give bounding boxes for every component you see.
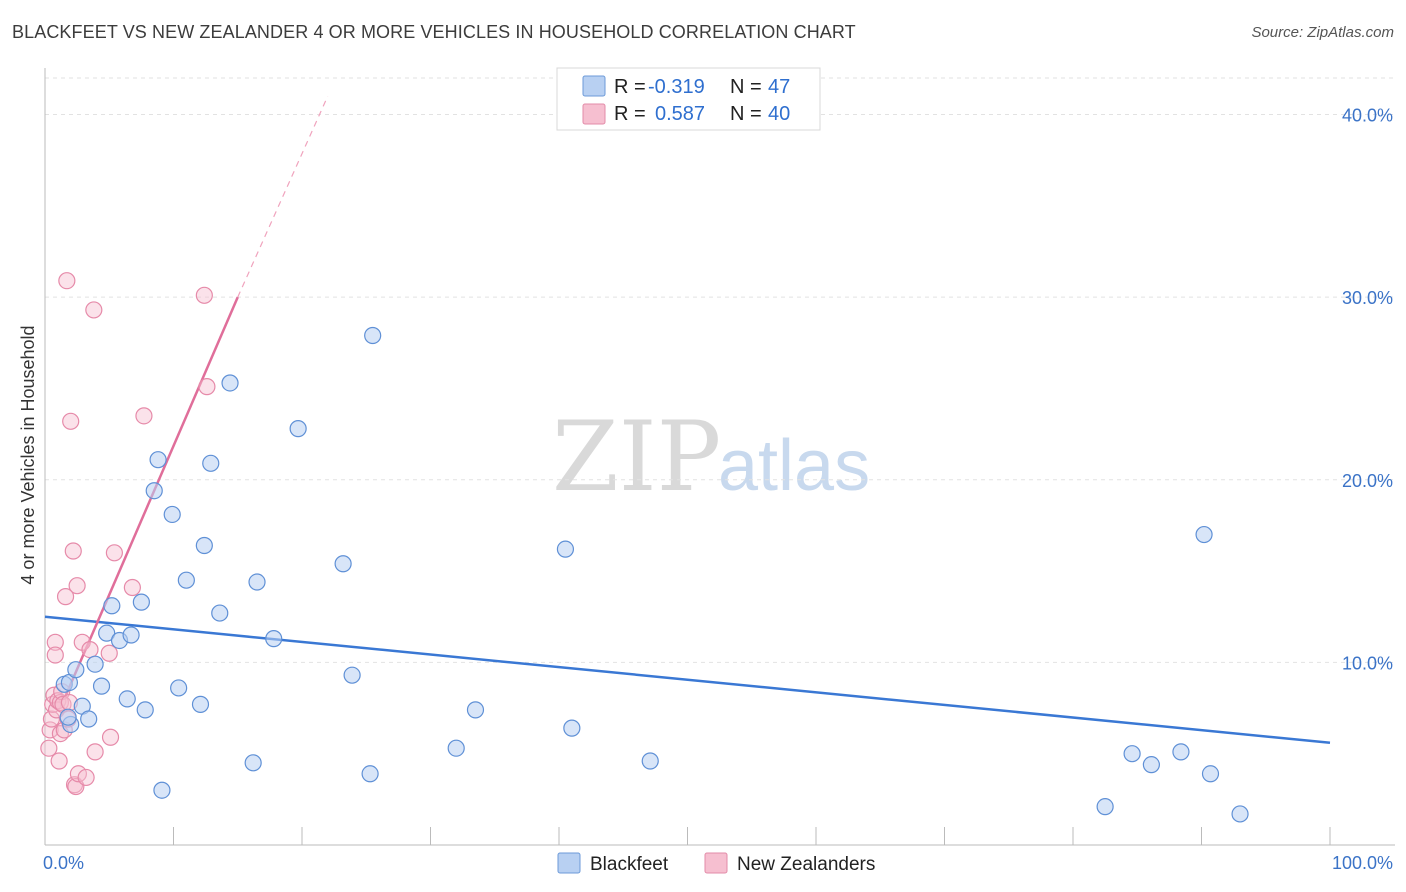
- point-new-zealanders-31: [101, 728, 120, 746]
- watermark-zip: ZIP: [552, 401, 721, 513]
- trend-line-new-zealanders-extension: [237, 96, 329, 298]
- series-legend-blackfeet: Blackfeet: [590, 854, 669, 875]
- point-new-zealanders-16: [58, 272, 76, 290]
- point-blackfeet-14: [132, 593, 150, 611]
- point-new-zealanders-0: [40, 739, 58, 757]
- y-tick-label-20: 20.0%: [1342, 471, 1393, 491]
- point-new-zealanders-19: [62, 412, 80, 430]
- trend-line-blackfeet: [44, 615, 1331, 744]
- point-blackfeet-8: [92, 677, 111, 695]
- point-blackfeet-19: [163, 505, 181, 524]
- gridlines: [45, 77, 1395, 663]
- point-blackfeet-45: [1201, 765, 1220, 783]
- y-axis-label: 4 or more Vehicles in Household: [18, 325, 38, 584]
- y-tick-label-10: 10.0%: [1342, 653, 1393, 673]
- series-legend-new-zealanders: New Zealanders: [737, 854, 875, 875]
- point-blackfeet-21: [177, 571, 195, 589]
- legend-r-value-1: -0.319: [648, 76, 705, 98]
- point-new-zealanders-35: [195, 286, 213, 304]
- point-blackfeet-38: [563, 719, 581, 737]
- point-new-zealanders-28: [85, 301, 103, 319]
- point-blackfeet-15: [136, 701, 154, 719]
- point-blackfeet-9: [98, 624, 116, 642]
- legend-n-label-1: N =: [730, 76, 762, 98]
- point-blackfeet-34: [364, 326, 382, 345]
- point-blackfeet-28: [248, 573, 266, 591]
- legend-r-label-2: R =: [614, 103, 646, 125]
- point-blackfeet-39: [641, 752, 659, 770]
- point-blackfeet-30: [289, 420, 307, 438]
- point-blackfeet-4: [67, 661, 85, 679]
- point-new-zealanders-23: [68, 577, 86, 595]
- point-new-zealanders-36: [198, 378, 216, 396]
- point-new-zealanders-6: [46, 646, 64, 664]
- point-new-zealanders-2: [42, 710, 61, 728]
- point-blackfeet-17: [149, 451, 167, 469]
- source-label: Source: ZipAtlas.com: [1251, 24, 1394, 41]
- point-new-zealanders-9: [50, 752, 68, 770]
- point-blackfeet-43: [1172, 743, 1190, 761]
- stats-legend: R = -0.319 N = 47 R = 0.587 N = 40: [556, 67, 821, 131]
- point-new-zealanders-20: [64, 542, 82, 560]
- point-blackfeet-16: [145, 482, 163, 500]
- point-blackfeet-22: [191, 695, 210, 713]
- y-tick-label-40: 40.0%: [1342, 106, 1393, 126]
- point-blackfeet-33: [361, 765, 379, 783]
- point-new-zealanders-5: [46, 633, 64, 651]
- point-new-zealanders-15: [56, 588, 75, 606]
- point-blackfeet-1: [59, 708, 77, 726]
- point-blackfeet-36: [466, 701, 485, 719]
- point-blackfeet-6: [80, 710, 98, 728]
- legend-r-label-1: R =: [614, 76, 646, 98]
- point-blackfeet-35: [447, 739, 465, 757]
- chart-title: BLACKFEET VS NEW ZEALANDER 4 OR MORE VEH…: [12, 22, 856, 42]
- axes: [44, 68, 1395, 846]
- legend-swatch-blackfeet: [582, 75, 606, 97]
- point-blackfeet-27: [244, 754, 262, 772]
- scatter-points: [40, 272, 1249, 823]
- legend-n-label-2: N =: [730, 103, 762, 125]
- x-tick-label-end: 100.0%: [1332, 853, 1393, 873]
- series-legend-swatch-new-zealanders: [704, 852, 728, 874]
- point-blackfeet-7: [86, 655, 104, 673]
- point-new-zealanders-30: [100, 644, 118, 662]
- series-legend-swatch-blackfeet: [557, 852, 581, 874]
- point-blackfeet-13: [122, 626, 140, 644]
- point-blackfeet-37: [556, 540, 575, 558]
- point-blackfeet-20: [170, 679, 188, 697]
- point-new-zealanders-27: [81, 640, 99, 659]
- point-new-zealanders-34: [135, 407, 153, 425]
- point-blackfeet-23: [195, 536, 213, 555]
- point-blackfeet-41: [1123, 745, 1141, 763]
- point-blackfeet-26: [221, 374, 239, 392]
- point-blackfeet-42: [1142, 756, 1160, 774]
- watermark-atlas: atlas: [718, 426, 870, 506]
- x-tick-labels: 0.0% 100.0%: [43, 853, 1393, 873]
- x-tick-label-start: 0.0%: [43, 853, 84, 873]
- y-tick-labels: 10.0% 20.0% 30.0% 40.0%: [1342, 106, 1393, 674]
- legend-n-value-1: 47: [768, 76, 790, 98]
- series-legend: Blackfeet New Zealanders: [557, 852, 875, 875]
- point-new-zealanders-29: [86, 743, 104, 761]
- point-blackfeet-18: [153, 781, 171, 799]
- point-blackfeet-29: [265, 630, 283, 648]
- point-blackfeet-24: [202, 454, 220, 472]
- point-blackfeet-10: [103, 597, 121, 615]
- point-new-zealanders-32: [105, 544, 123, 562]
- point-blackfeet-40: [1096, 798, 1114, 816]
- point-blackfeet-25: [211, 604, 229, 622]
- point-blackfeet-12: [118, 690, 136, 708]
- legend-r-value-2: 0.587: [655, 103, 705, 125]
- point-new-zealanders-33: [123, 578, 141, 597]
- point-new-zealanders-26: [77, 768, 95, 787]
- point-blackfeet-31: [334, 555, 352, 573]
- point-blackfeet-32: [343, 666, 361, 684]
- y-tick-label-30: 30.0%: [1342, 288, 1393, 308]
- legend-n-value-2: 40: [768, 103, 790, 125]
- point-blackfeet-44: [1195, 525, 1213, 544]
- point-blackfeet-46: [1231, 805, 1249, 823]
- legend-swatch-new-zealanders: [582, 103, 606, 125]
